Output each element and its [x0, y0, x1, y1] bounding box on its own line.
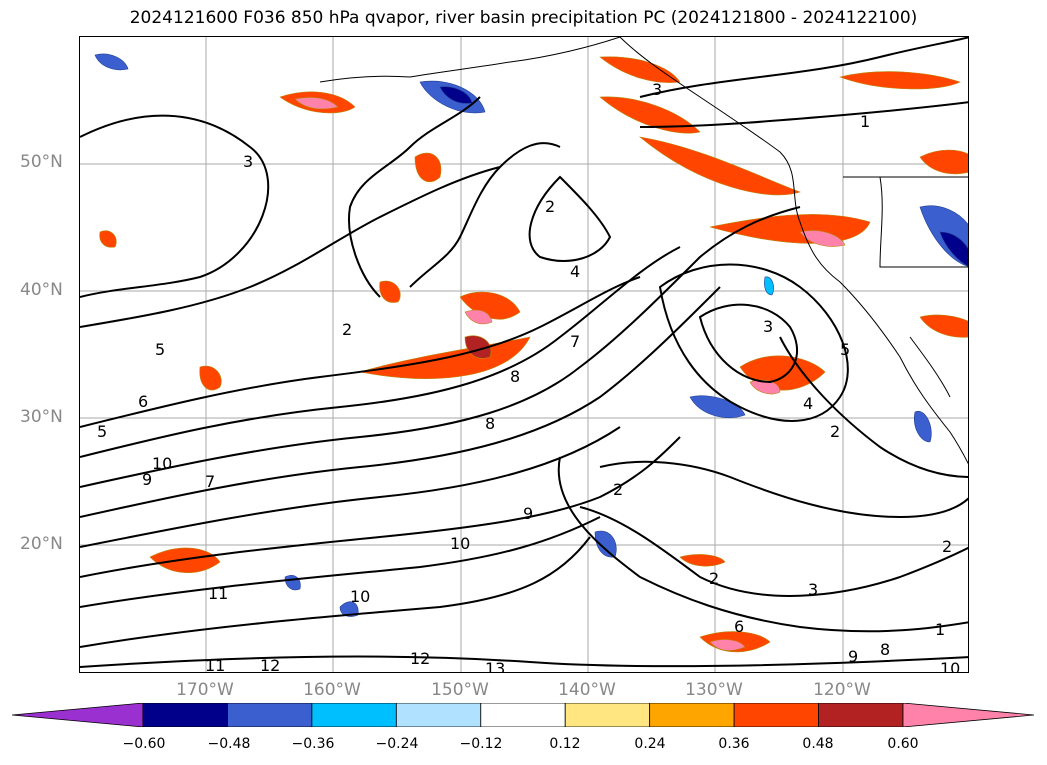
lat-label-30n: 30°N: [20, 407, 63, 427]
lat-label-20n: 20°N: [20, 534, 63, 554]
contour-label: 10: [350, 587, 370, 606]
colorbar-tick-label: −0.60: [122, 736, 166, 752]
contour-labels: 3 2 5 6 5 4 2 8 7 8 3 4 2 9 7 10 9 10 11…: [97, 80, 960, 673]
contour-label: 5: [840, 340, 850, 359]
contour-label: 2: [613, 480, 623, 499]
map-canvas: 3 2 5 6 5 4 2 8 7 8 3 4 2 9 7 10 9 10 11…: [80, 37, 968, 673]
contour-label: 2: [709, 569, 719, 588]
contour-label: 9: [523, 504, 533, 523]
map-title: 2024121600 F036 850 hPa qvapor, river ba…: [129, 8, 918, 28]
contour-label: 1: [860, 112, 870, 131]
contour-label: 13: [485, 659, 505, 673]
contour-label: 4: [803, 394, 813, 413]
colorbar-tick-label: 0.60: [887, 736, 919, 752]
contour-label: 10: [450, 534, 470, 553]
colorbar-segment: [12, 703, 144, 727]
lon-label-160w: 160°W: [303, 680, 361, 700]
graticule: [80, 37, 968, 672]
map-panel[interactable]: 3 2 5 6 5 4 2 8 7 8 3 4 2 9 7 10 9 10 11…: [79, 36, 969, 673]
contour-label: 2: [545, 197, 555, 216]
colorbar-tick-label: −0.36: [291, 736, 335, 752]
contour-label: 9: [142, 470, 152, 489]
contour-label: 3: [808, 580, 818, 599]
colorbar-segment: [649, 703, 735, 727]
contour-label: 10: [152, 454, 172, 473]
lon-label-140w: 140°W: [558, 680, 616, 700]
colorbar-segment: [142, 703, 228, 727]
lon-label-120w: 120°W: [813, 680, 871, 700]
lon-label-130w: 130°W: [685, 680, 743, 700]
contour-label: 11: [205, 656, 225, 673]
contour-label: 1: [935, 620, 945, 639]
colorbar-segment: [818, 703, 904, 727]
colorbar-tick-label: 0.36: [718, 736, 750, 752]
contour-label: 2: [342, 320, 352, 339]
contour-label: 3: [763, 317, 773, 336]
lat-label-50n: 50°N: [20, 152, 63, 172]
coastlines: [319, 37, 968, 465]
contour-label: 6: [138, 392, 148, 411]
contour-label: 9: [848, 647, 858, 666]
lon-label-170w: 170°W: [176, 680, 234, 700]
qvapor-contours: [80, 37, 968, 668]
contour-label: 12: [410, 649, 430, 668]
contour-label: 8: [485, 414, 495, 433]
contour-label: 10: [940, 659, 960, 673]
contour-label: 2: [942, 537, 952, 556]
colorbar-tick-label: 0.48: [802, 736, 834, 752]
contour-label: 11: [208, 584, 228, 603]
colorbar-tick-label: −0.12: [459, 736, 503, 752]
colorbar-segment: [480, 703, 566, 727]
contour-label: 7: [570, 332, 580, 351]
colorbar: [12, 703, 1034, 727]
contour-label: 3: [652, 80, 662, 99]
colorbar-segment: [902, 703, 1034, 727]
lat-label-40n: 40°N: [20, 280, 63, 300]
precip-negative-shading: [94, 53, 968, 617]
contour-label: 4: [570, 262, 580, 281]
colorbar-tick-label: 0.24: [634, 736, 666, 752]
contour-label: 3: [243, 152, 253, 171]
colorbar-segment: [395, 703, 482, 727]
colorbar-segment: [564, 703, 651, 727]
precip-positive-shading: [99, 56, 968, 653]
colorbar-tick-label: −0.48: [207, 736, 251, 752]
contour-label: 2: [830, 422, 840, 441]
contour-label: 7: [205, 472, 215, 491]
lon-label-150w: 150°W: [431, 680, 489, 700]
contour-label: 8: [510, 367, 520, 386]
colorbar-tick-label: −0.24: [375, 736, 419, 752]
colorbar-segment: [227, 703, 313, 727]
contour-label: 8: [880, 640, 890, 659]
colorbar-segment: [311, 703, 397, 727]
colorbar-segment: [733, 703, 819, 727]
colorbar-tick-label: 0.12: [549, 736, 581, 752]
contour-label: 6: [734, 617, 744, 636]
contour-label: 12: [260, 656, 280, 673]
contour-label: 5: [97, 422, 107, 441]
contour-label: 5: [155, 340, 165, 359]
